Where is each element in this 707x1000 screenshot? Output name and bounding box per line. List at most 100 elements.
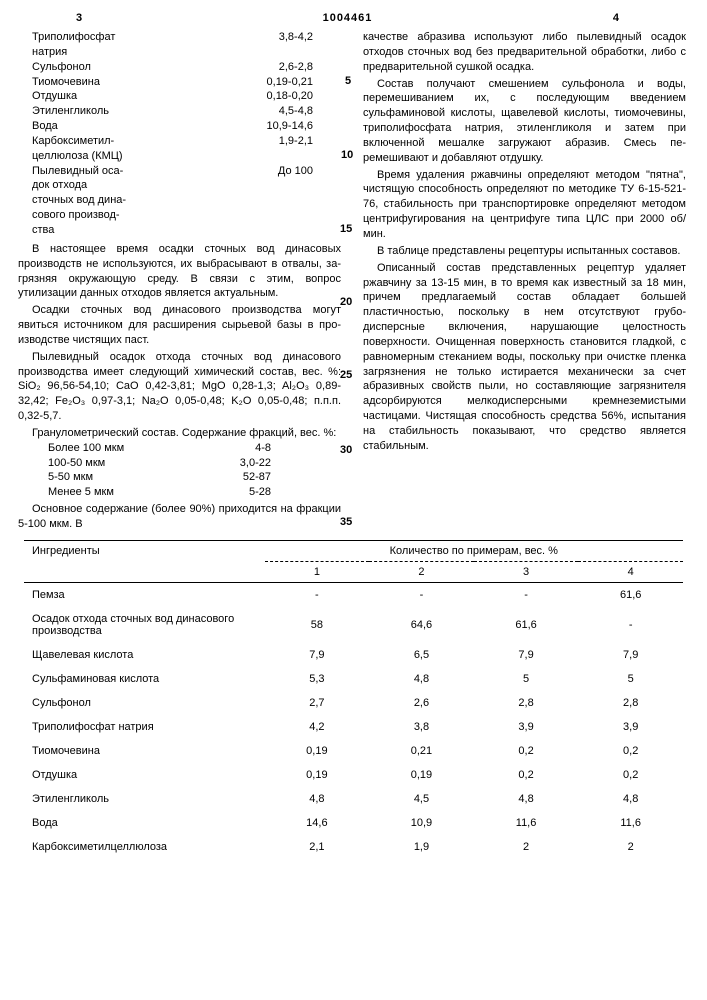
table-cell: 2,7	[265, 691, 370, 715]
right-para-4: В таблице представлены рецептуры испытан…	[363, 244, 686, 259]
left-para-2: Осадки сточных вод динасового про­изводс…	[18, 303, 341, 348]
table-cell: Отдушка	[24, 763, 265, 787]
table-cell: 5,3	[265, 667, 370, 691]
table-cell: 0,19	[369, 763, 474, 787]
table-cell: 6,5	[369, 643, 474, 667]
table-row: Отдушка0,190,190,20,2	[24, 763, 683, 787]
recipe-table: Ингредиенты Количество по примерам, вес.…	[18, 540, 689, 859]
table-cell: 61,6	[474, 607, 579, 643]
table-cell: 10,9	[369, 811, 474, 835]
line-marker-25: 25	[340, 369, 352, 381]
table-cell: 4,8	[369, 667, 474, 691]
table-row: Тиомочевина0,190,210,20,2	[24, 739, 683, 763]
line-marker-10: 10	[341, 149, 353, 161]
table-cell: 58	[265, 607, 370, 643]
table-cell: Сульфонол	[24, 691, 265, 715]
table-row: Сульфонол2,72,62,82,8	[24, 691, 683, 715]
table-row: Сульфаминовая кислота5,34,855	[24, 667, 683, 691]
line-marker-15: 15	[340, 223, 352, 235]
table-cell: Щавелевая кислота	[24, 643, 265, 667]
table-cell: 2,6	[369, 691, 474, 715]
table-cell: Вода	[24, 811, 265, 835]
table-cell: 2,8	[474, 691, 579, 715]
table-cell: 5	[474, 667, 579, 691]
list-item: Более 100 мкм4-8	[18, 441, 341, 456]
line-marker-30: 30	[340, 444, 352, 456]
table-cell: 3,9	[474, 715, 579, 739]
right-para-3: Время удаления ржавчины определя­ют мето…	[363, 168, 686, 242]
table-cell: 4,2	[265, 715, 370, 739]
th-col4: 4	[578, 561, 683, 582]
table-cell: 2,1	[265, 835, 370, 859]
table-cell: -	[578, 607, 683, 643]
table-cell: 2,8	[578, 691, 683, 715]
table-cell: 3,9	[578, 715, 683, 739]
page-num-right: 4	[613, 12, 619, 24]
line-marker-35: 35	[340, 516, 352, 528]
table-cell: 7,9	[265, 643, 370, 667]
table-cell: -	[265, 582, 370, 607]
table-cell: 0,21	[369, 739, 474, 763]
right-column: качестве абразива используют либо пылеви…	[363, 30, 686, 532]
table-cell: 2	[474, 835, 579, 859]
left-para-4: Гранулометрический состав. Содер­жание ф…	[18, 426, 341, 441]
table-row: Осадок отхода сточных вод динасового про…	[24, 607, 683, 643]
table-cell: 4,5	[369, 787, 474, 811]
table-row: Вода14,610,911,611,6	[24, 811, 683, 835]
two-column-text: Триполифосфат натрия3,8-4,2 Сульфонол2,6…	[18, 30, 689, 532]
th-qty: Количество по примерам, вес. %	[265, 540, 683, 561]
line-marker-5: 5	[345, 75, 351, 87]
th-col2: 2	[369, 561, 474, 582]
table-cell: 11,6	[578, 811, 683, 835]
list-item: Менее 5 мкм5-28	[18, 485, 341, 500]
list-item: Пылевидный оса- док отхода сточных вод д…	[18, 164, 341, 238]
table-cell: 0,2	[474, 739, 579, 763]
th-col3: 3	[474, 561, 579, 582]
table-cell: 11,6	[474, 811, 579, 835]
table-cell: Сульфаминовая кислота	[24, 667, 265, 691]
table-row: Этиленгликоль4,84,54,84,8	[24, 787, 683, 811]
fraction-list: Более 100 мкм4-8 100-50 мкм3,0-22 5-50 м…	[18, 441, 341, 500]
table-cell: 14,6	[265, 811, 370, 835]
list-item: Тиомочевина0,19-0,21	[18, 75, 341, 90]
left-column: Триполифосфат натрия3,8-4,2 Сульфонол2,6…	[18, 30, 341, 532]
table-row: Щавелевая кислота7,96,57,97,9	[24, 643, 683, 667]
left-para-1: В настоящее время осадки сточных вод дин…	[18, 242, 341, 301]
list-item: Этиленгликоль4,5-4,8	[18, 104, 341, 119]
table-cell: 0,19	[265, 763, 370, 787]
list-item: Карбоксиметил- целлюлоза (КМЦ)1,9-2,1	[18, 134, 341, 164]
table-cell: Пемза	[24, 582, 265, 607]
table-cell: 0,2	[578, 739, 683, 763]
ingredient-list: Триполифосфат натрия3,8-4,2 Сульфонол2,6…	[18, 30, 341, 238]
list-item: Сульфонол2,6-2,8	[18, 60, 341, 75]
th-ingredients: Ингредиенты	[24, 540, 265, 582]
left-para-5: Основное содержание (более 90%) приходит…	[18, 502, 341, 532]
table-row: Пемза---61,6	[24, 582, 683, 607]
table-cell: 0,2	[474, 763, 579, 787]
table-cell: Карбоксиметилцеллюлоза	[24, 835, 265, 859]
right-para-1: качестве абразива используют либо пылеви…	[363, 30, 686, 75]
table-cell: 0,19	[265, 739, 370, 763]
th-col1: 1	[265, 561, 370, 582]
list-item: 5-50 мкм52-87	[18, 470, 341, 485]
table-cell: 0,2	[578, 763, 683, 787]
table-cell: 61,6	[578, 582, 683, 607]
table-cell: Этиленгликоль	[24, 787, 265, 811]
table-cell: 2	[578, 835, 683, 859]
list-item: 100-50 мкм3,0-22	[18, 456, 341, 471]
table-cell: 4,8	[474, 787, 579, 811]
line-marker-20: 20	[340, 296, 352, 308]
document-number: 1004461	[323, 12, 373, 24]
table-row: Триполифосфат натрия4,23,83,93,9	[24, 715, 683, 739]
page-header: 3 1004461 4	[18, 12, 689, 24]
table-cell: Триполифосфат натрия	[24, 715, 265, 739]
list-item: Отдушка0,18-0,20	[18, 89, 341, 104]
right-para-5: Описанный состав представленных рецептур…	[363, 261, 686, 454]
table-cell: Тиомочевина	[24, 739, 265, 763]
table-cell: 4,8	[578, 787, 683, 811]
table-cell: 7,9	[474, 643, 579, 667]
table-cell: 64,6	[369, 607, 474, 643]
list-item: Вода10,9-14,6	[18, 119, 341, 134]
table-cell: Осадок отхода сточных вод динасового про…	[24, 607, 265, 643]
table-cell: 4,8	[265, 787, 370, 811]
